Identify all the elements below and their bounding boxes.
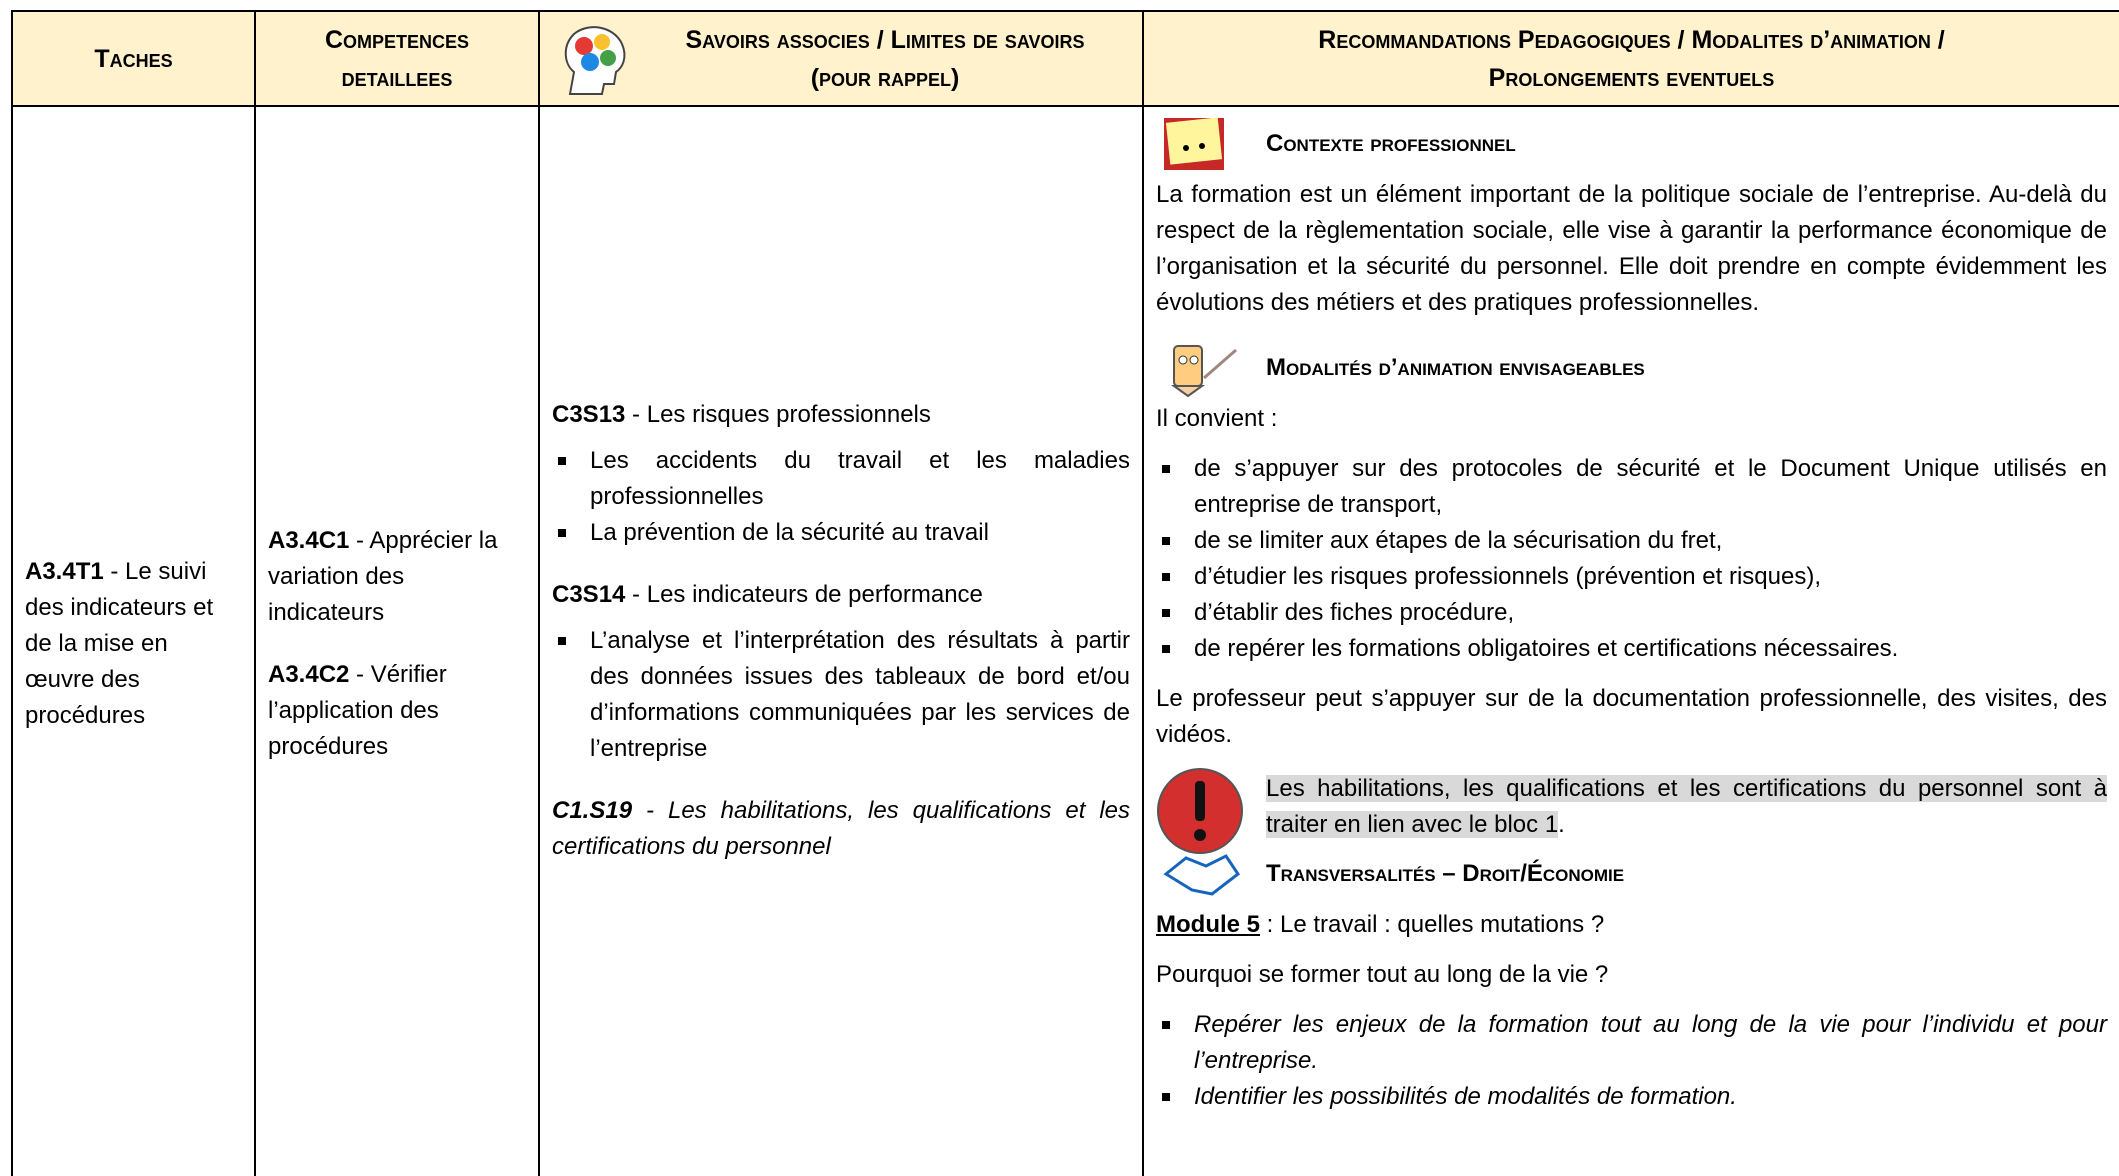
text: : Le travail : quelles mutations ?	[1260, 911, 1605, 938]
header-text: Savoirs associes / Limites de savoirs	[685, 25, 1085, 54]
title-text: Modalités d’animation envisageables	[1266, 354, 1645, 381]
text: - Les habilitations, les qualifications …	[552, 797, 1130, 860]
bullet-list: L’analyse et l’interprétation des résult…	[552, 623, 1130, 767]
section-title: Contexte professionnel	[1156, 111, 2107, 177]
paragraph: La formation est un élément important de…	[1156, 181, 2107, 316]
note-text: Les habilitations, les qualifications et…	[1266, 771, 2107, 843]
code: C3S13	[552, 401, 626, 428]
paragraph: Il convient :	[1156, 405, 1278, 432]
bullet: Identifier les possibilités de modalités…	[1156, 1079, 2107, 1115]
code: A3.4C2	[268, 661, 350, 688]
warning-icon	[1157, 768, 1243, 854]
bullet-list: Les accidents du travail et les maladies…	[552, 443, 1130, 551]
header-text: (pour rappel)	[810, 63, 960, 92]
note-icon	[1164, 117, 1224, 170]
highlight: Les habilitations, les qualifications et…	[1266, 775, 2107, 838]
bullet: de repérer les formations obligatoires e…	[1156, 631, 2107, 667]
savoir-title: C3S13 - Les risques professionnels	[552, 397, 1130, 433]
bullet-list: Repérer les enjeux de la formation tout …	[1156, 1007, 2107, 1115]
code: C1.S19	[552, 797, 633, 824]
bullet: d’étudier les risques professionnels (pr…	[1156, 559, 2107, 595]
paragraph: Le professeur peut s’appuyer sur de la d…	[1156, 685, 2107, 748]
text: .	[1558, 811, 1565, 838]
section-title: Transversalités – Droit/Économie	[1156, 841, 2107, 907]
competence: A3.4C1 - Apprécier la variation des indi…	[268, 523, 526, 631]
task: A3.4T1 - Le suivi des indicateurs et de …	[25, 554, 242, 734]
text: - Les risques professionnels	[625, 401, 931, 428]
paragraph: Module 5 : Le travail : quelles mutation…	[1156, 907, 2107, 943]
text: - Apprécier la variation des indicateurs	[268, 527, 498, 626]
savoirs-cell: C3S13 - Les risques professionnels Les ac…	[540, 107, 1144, 1176]
bullet: Les accidents du travail et les maladies…	[552, 443, 1130, 515]
header-text: detaillees	[341, 63, 453, 92]
header-cell: Savoirs associes / Limites de savoirs (po…	[540, 10, 1144, 107]
competence: A3.4C2 - Vérifier l’application des proc…	[268, 657, 526, 765]
savoir: C1.S19 - Les habilitations, les qualific…	[552, 793, 1130, 865]
code: A3.4T1	[25, 558, 104, 585]
title-text: Transversalités – Droit/Économie	[1266, 860, 1625, 887]
text: - Les indicateurs de performance	[625, 581, 983, 608]
header-cell: Taches	[13, 10, 256, 107]
pencil-icon	[1170, 345, 1237, 398]
bullet: Repérer les enjeux de la formation tout …	[1156, 1007, 2107, 1079]
competences-cell: A3.4C1 - Apprécier la variation des indi…	[256, 107, 540, 1176]
title-text: Contexte professionnel	[1266, 130, 1516, 157]
note: Les habilitations, les qualifications et…	[1156, 768, 2107, 857]
handshake-icon	[1163, 854, 1241, 896]
header-cell: Competences detaillees	[256, 10, 540, 107]
header-text: Prolongements eventuels	[1488, 63, 1775, 92]
code: A3.4C1	[268, 527, 350, 554]
header-cell: Recommandations Pedagogiques / Modalites…	[1144, 10, 2119, 107]
text: - Le suivi des indicateurs et de la mise…	[25, 558, 214, 729]
head-icon	[564, 26, 626, 95]
bullet: L’analyse et l’interprétation des résult…	[552, 623, 1130, 767]
bullet: d’établir des fiches procédure,	[1156, 595, 2107, 631]
bullet: de s’appuyer sur des protocoles de sécur…	[1156, 451, 2107, 523]
header-text: Taches	[94, 44, 173, 73]
module-label: Module 5	[1156, 911, 1261, 938]
task-cell: A3.4T1 - Le suivi des indicateurs et de …	[13, 107, 256, 1176]
savoir: C3S13 - Les risques professionnels Les ac…	[552, 397, 1130, 551]
code: C3S14	[552, 581, 626, 608]
recommandations-cell: Contexte professionnel La formation est …	[1144, 107, 2119, 1176]
text: - Vérifier l’application des procédures	[268, 661, 447, 760]
bullet: La prévention de la sécurité au travail	[552, 515, 1130, 551]
savoir-title: C1.S19 - Les habilitations, les qualific…	[552, 793, 1130, 865]
bullet-list: de s’appuyer sur des protocoles de sécur…	[1156, 451, 2107, 667]
table: Taches Competences detaillees Savoirs ass…	[11, 10, 2119, 1176]
header-text: Recommandations Pedagogiques / Modalites…	[1318, 25, 1945, 54]
savoir-title: C3S14 - Les indicateurs de performance	[552, 577, 1130, 613]
paragraph: Pourquoi se former tout au long de la vi…	[1156, 961, 1609, 988]
bullet: de se limiter aux étapes de la sécurisat…	[1156, 523, 2107, 559]
savoir: C3S14 - Les indicateurs de performance L’…	[552, 577, 1130, 767]
section-title: Modalités d’animation envisageables	[1156, 335, 2107, 401]
header-text: Competences	[324, 25, 470, 54]
